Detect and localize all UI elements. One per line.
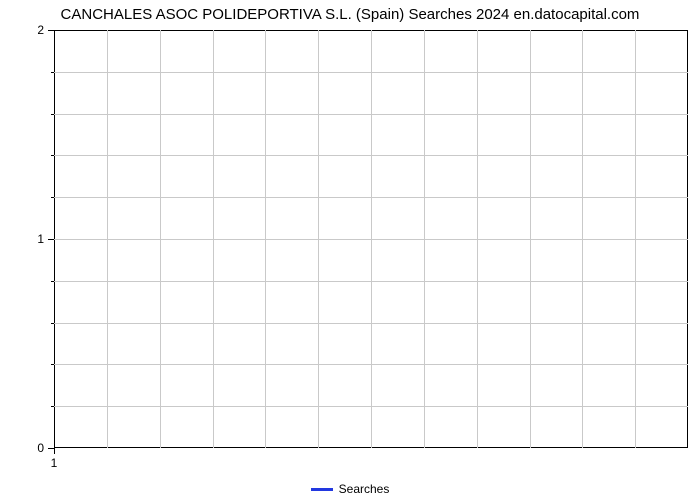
y-minor-tick	[51, 364, 54, 365]
y-minor-tick	[51, 197, 54, 198]
y-tick-label: 2	[0, 23, 44, 37]
searches-chart: CANCHALES ASOC POLIDEPORTIVA S.L. (Spain…	[0, 0, 700, 500]
legend: Searches	[0, 481, 700, 496]
y-minor-tick	[51, 155, 54, 156]
grid-line-horizontal	[54, 364, 688, 365]
y-major-tick	[48, 239, 54, 240]
grid-line-horizontal	[54, 72, 688, 73]
grid-line-horizontal	[54, 114, 688, 115]
y-minor-tick	[51, 72, 54, 73]
y-minor-tick	[51, 114, 54, 115]
y-minor-tick	[51, 281, 54, 282]
x-major-tick	[54, 448, 55, 454]
legend-swatch	[311, 488, 333, 491]
grid-line-horizontal	[54, 406, 688, 407]
legend-label: Searches	[339, 482, 390, 496]
grid-line-horizontal	[54, 323, 688, 324]
grid-line-horizontal	[54, 239, 688, 240]
grid-line-horizontal	[54, 197, 688, 198]
grid-line-horizontal	[54, 155, 688, 156]
y-major-tick	[48, 30, 54, 31]
grid-line-horizontal	[54, 281, 688, 282]
x-tick-label: 1	[51, 456, 58, 470]
y-minor-tick	[51, 323, 54, 324]
y-minor-tick	[51, 406, 54, 407]
chart-title: CANCHALES ASOC POLIDEPORTIVA S.L. (Spain…	[0, 6, 700, 23]
y-tick-label: 1	[0, 232, 44, 246]
y-tick-label: 0	[0, 441, 44, 455]
